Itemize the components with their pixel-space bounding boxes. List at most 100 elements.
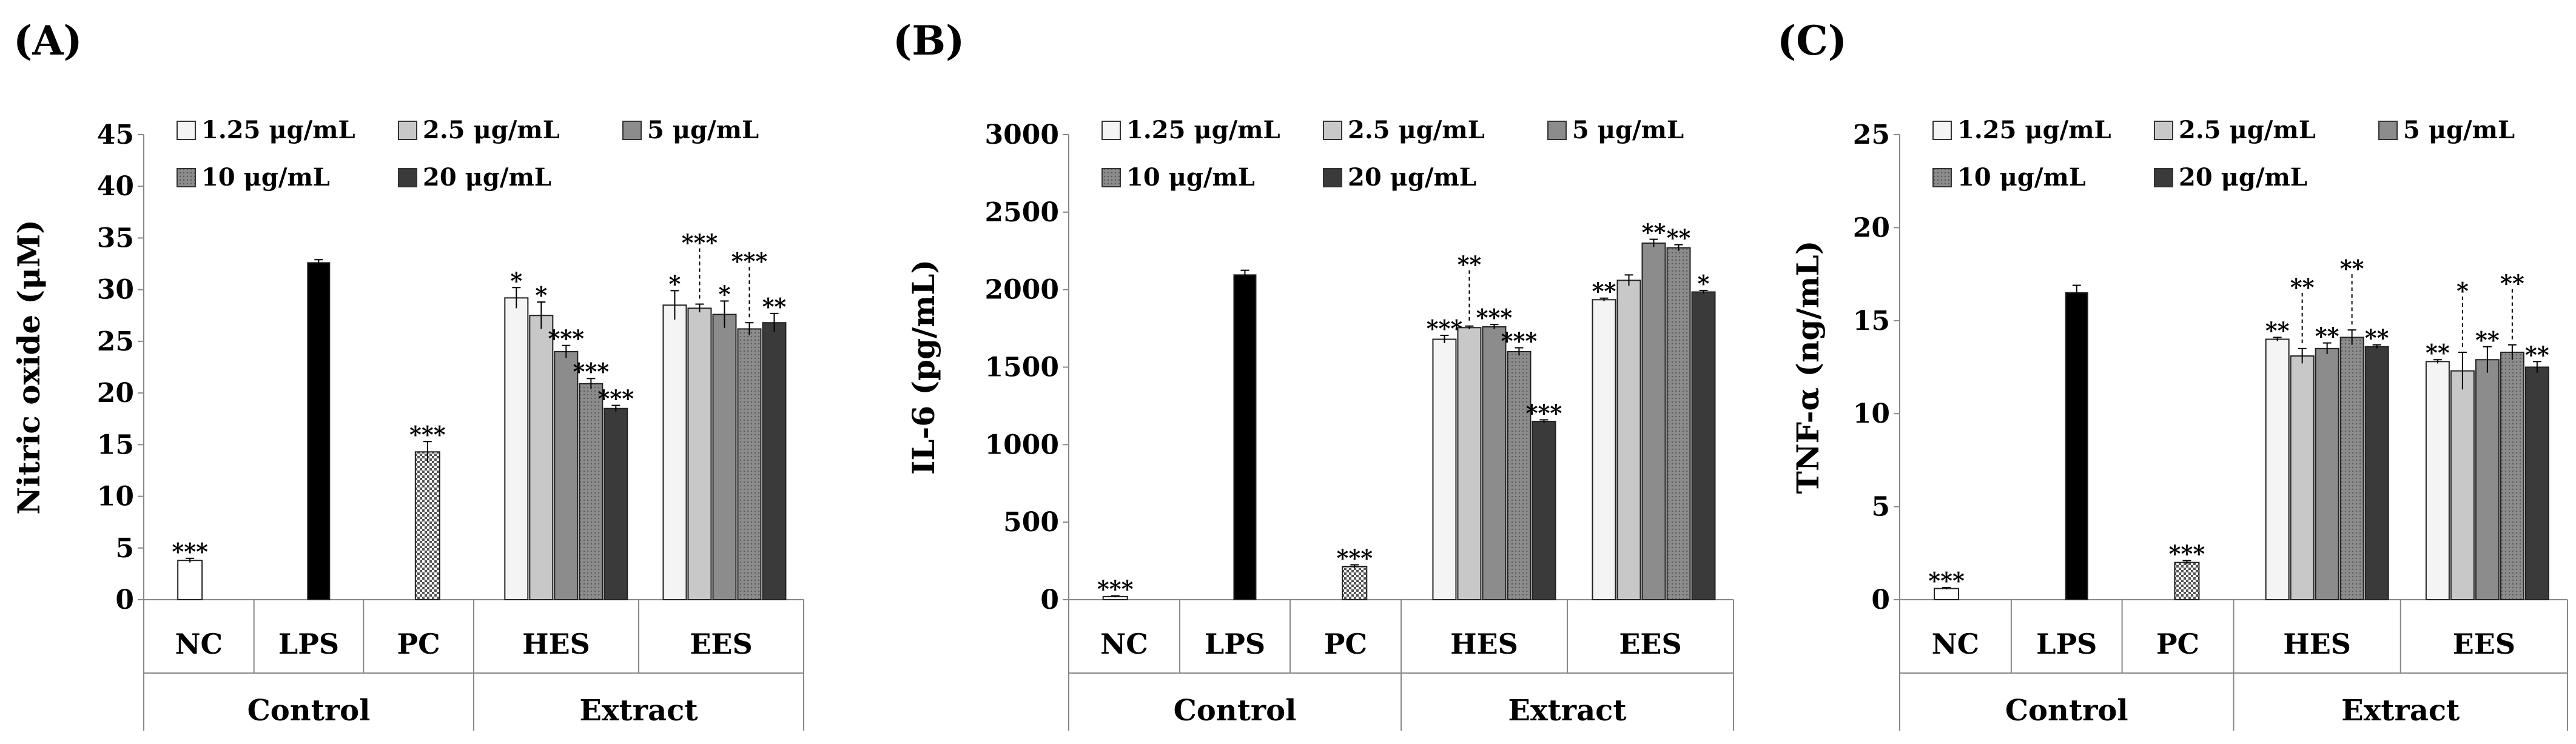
legend: 1.25 μg/mL 2.5 μg/mL 5 μg/mL 10 μg/mL 20 μg/… bbox=[1101, 116, 1684, 192]
bar-hes bbox=[504, 297, 529, 600]
bar-pc bbox=[2174, 561, 2200, 601]
group-label-extract: Extract bbox=[579, 694, 698, 728]
bar-ees bbox=[662, 304, 687, 600]
significance-label: *** bbox=[409, 421, 446, 448]
legend-label: 5 μg/mL bbox=[2403, 116, 2515, 144]
bar-hes bbox=[1457, 327, 1482, 600]
significance-label: *** bbox=[172, 538, 208, 565]
significance-label: * bbox=[719, 280, 731, 307]
y-axis-label: Nitric oxide (μM) bbox=[11, 220, 47, 515]
y-tick-label: 10 bbox=[1853, 398, 1890, 429]
bar-lps bbox=[307, 262, 331, 600]
group-label-control: Control bbox=[247, 694, 371, 728]
y-tick-label: 0 bbox=[1040, 585, 1059, 615]
bar-ees bbox=[2500, 351, 2524, 600]
category-label: PC bbox=[1324, 628, 1367, 660]
legend-label: 5 μg/mL bbox=[1572, 116, 1684, 144]
legend-label: 10 μg/mL bbox=[1957, 163, 2086, 192]
group-label-extract: Extract bbox=[1508, 694, 1626, 728]
significance-label: ** bbox=[1667, 224, 1691, 252]
panel-letter: (A) bbox=[13, 17, 82, 64]
y-tick-label: 0 bbox=[1871, 585, 1890, 615]
category-label: LPS bbox=[2036, 628, 2097, 660]
bar-nc bbox=[177, 560, 203, 601]
bar-hes bbox=[579, 383, 604, 600]
y-tick-label: 0 bbox=[115, 585, 134, 615]
legend-label: 2.5 μg/mL bbox=[1348, 116, 1485, 144]
legend-label: 2.5 μg/mL bbox=[2179, 116, 2316, 144]
category-label: LPS bbox=[278, 628, 339, 660]
y-tick-label: 20 bbox=[1853, 212, 1890, 243]
category-label: EES bbox=[690, 628, 752, 660]
legend-swatch bbox=[2378, 121, 2398, 140]
y-tick-label: 35 bbox=[97, 223, 134, 253]
legend-swatch bbox=[622, 121, 642, 140]
significance-label: ** bbox=[1642, 219, 1666, 246]
bar-hes bbox=[2315, 347, 2339, 600]
y-tick-label: 3000 bbox=[985, 119, 1059, 150]
legend-swatch bbox=[1547, 121, 1567, 140]
significance-label: ** bbox=[1592, 278, 1616, 305]
y-tick-label: 2000 bbox=[985, 275, 1059, 306]
bar-hes bbox=[2290, 355, 2315, 600]
legend-label: 10 μg/mL bbox=[1126, 163, 1255, 192]
y-tick-label: 5 bbox=[1871, 492, 1890, 523]
bar-ees bbox=[712, 313, 737, 600]
significance-label: ** bbox=[2265, 317, 2290, 344]
bars: *************************** bbox=[1097, 219, 1716, 603]
panel-2: (B) IL-6 (pg/mL) 0 500 1000 1500 2000 2500 3000 N… bbox=[893, 17, 1734, 731]
y-tick-label: 20 bbox=[97, 378, 134, 409]
significance-label: * bbox=[535, 281, 547, 309]
legend-swatch bbox=[1932, 121, 1952, 140]
significance-label: ** bbox=[2340, 255, 2364, 282]
category-label: HES bbox=[2283, 628, 2351, 660]
y-axis-label: IL-6 (pg/mL) bbox=[906, 260, 941, 475]
bar-hes bbox=[604, 407, 628, 601]
legend-swatch bbox=[177, 168, 196, 187]
y-tick-label: 1000 bbox=[985, 429, 1059, 460]
bar-hes bbox=[1532, 420, 1556, 600]
y-axis-label: TNF-α (ng/mL) bbox=[1790, 241, 1826, 494]
y-tick-label: 1500 bbox=[985, 352, 1059, 383]
legend-swatch bbox=[1101, 168, 1121, 187]
significance-label: ** bbox=[2426, 339, 2450, 366]
significance-label: ** bbox=[1458, 251, 1482, 278]
significance-label: *** bbox=[548, 325, 585, 352]
panel-3: (C) TNF-α (ng/mL) 0 5 10 15 20 25 NC LPS PC HES EES C… bbox=[1777, 17, 2568, 731]
legend-swatch bbox=[1932, 168, 1952, 187]
significance-label: ** bbox=[2315, 323, 2339, 350]
y-tick-label: 25 bbox=[1853, 119, 1890, 150]
legend-label: 1.25 μg/mL bbox=[1126, 116, 1280, 144]
legend-swatch bbox=[398, 168, 417, 187]
significance-label: *** bbox=[1336, 544, 1373, 571]
legend-label: 1.25 μg/mL bbox=[201, 116, 355, 144]
bar-lps bbox=[1233, 274, 1257, 600]
bar-pc bbox=[1342, 566, 1368, 601]
significance-label: *** bbox=[2169, 540, 2205, 568]
legend-label: 1.25 μg/mL bbox=[1957, 116, 2111, 144]
panel-letter: (C) bbox=[1777, 17, 1847, 64]
y-tick-label: 2500 bbox=[985, 197, 1059, 228]
legend-label: 20 μg/mL bbox=[2179, 163, 2307, 192]
category-label: LPS bbox=[1205, 628, 1265, 660]
category-label: NC bbox=[175, 628, 223, 660]
significance-label: ** bbox=[2290, 273, 2315, 301]
bar-ees bbox=[1691, 291, 1716, 600]
legend-label: 10 μg/mL bbox=[201, 163, 330, 192]
bar-pc bbox=[414, 451, 440, 601]
significance-label: ** bbox=[2500, 270, 2524, 297]
bar-ees bbox=[1666, 247, 1691, 600]
bar-hes bbox=[1482, 326, 1507, 600]
bar-ees bbox=[1592, 299, 1616, 600]
legend-swatch bbox=[2154, 168, 2173, 187]
bar-ees bbox=[762, 322, 787, 600]
y-tick-label: 5 bbox=[115, 533, 134, 564]
bar-lps bbox=[2065, 292, 2088, 600]
category-label: EES bbox=[2453, 628, 2515, 660]
y-tick-label: 10 bbox=[97, 481, 134, 512]
legend: 1.25 μg/mL 2.5 μg/mL 5 μg/mL 10 μg/mL 20 μg/… bbox=[1932, 116, 2515, 192]
significance-label: * bbox=[510, 267, 522, 294]
legend-swatch bbox=[1323, 121, 1342, 140]
significance-label: *** bbox=[1427, 315, 1463, 342]
